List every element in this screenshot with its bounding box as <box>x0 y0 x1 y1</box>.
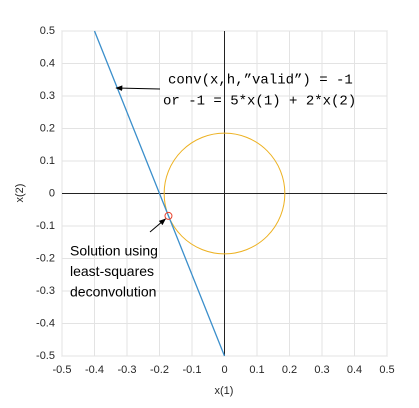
y-tick-label: 0.3 <box>40 90 55 102</box>
y-tick-label: 0.5 <box>40 25 55 37</box>
x-tick-label: -0.5 <box>53 364 72 376</box>
x-tick-label: 0 <box>221 364 227 376</box>
y-tick-label: -0.2 <box>36 252 55 264</box>
y-tick-label: 0 <box>49 187 55 199</box>
x-tick-label: -0.1 <box>183 364 202 376</box>
y-tick-label: 0.2 <box>40 122 55 134</box>
annotation-arrow <box>149 218 167 233</box>
y-tick-label: -0.5 <box>36 350 55 362</box>
line <box>93 30 226 357</box>
x-axis-label: x(1) <box>215 385 234 397</box>
annotation-arrow <box>115 85 161 91</box>
y-tick-label: 0.1 <box>40 155 55 167</box>
data-point <box>164 211 173 220</box>
y-tick-label: -0.1 <box>36 220 55 232</box>
x-tick-label: 0.2 <box>282 364 297 376</box>
x-tick-label: -0.4 <box>85 364 104 376</box>
x-tick-label: 0.5 <box>379 364 394 376</box>
y-axis-label: x(2) <box>14 184 26 203</box>
x-tick-label: -0.3 <box>118 364 137 376</box>
circle <box>163 132 286 255</box>
annotation: or -1 = 5*x(1) + 2*x(2) <box>163 94 356 110</box>
annotation: conv(x,h,”valid”) = -1 <box>168 73 353 89</box>
x-tick-label: 0.1 <box>249 364 264 376</box>
y-tick-label: -0.4 <box>36 317 55 329</box>
annotation: least-squares <box>70 263 154 279</box>
annotation: Solution using <box>70 243 158 259</box>
annotation: deconvolution <box>70 284 156 300</box>
x-tick-label: -0.2 <box>150 364 169 376</box>
x-tick-label: 0.4 <box>347 364 362 376</box>
y-tick-label: 0.4 <box>40 57 55 69</box>
y-tick-label: -0.3 <box>36 285 55 297</box>
x-tick-label: 0.3 <box>314 364 329 376</box>
